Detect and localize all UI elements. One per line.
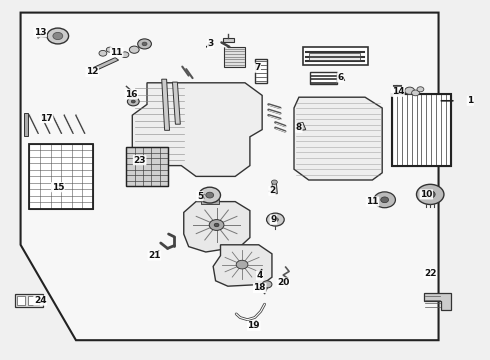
Circle shape bbox=[127, 97, 139, 106]
Polygon shape bbox=[424, 293, 451, 310]
Bar bbox=[126, 147, 168, 186]
Bar bbox=[24, 113, 28, 136]
Circle shape bbox=[129, 46, 139, 53]
Text: 11: 11 bbox=[110, 48, 123, 57]
Polygon shape bbox=[310, 72, 337, 84]
Circle shape bbox=[416, 184, 444, 204]
Text: 6: 6 bbox=[338, 73, 344, 82]
Text: 21: 21 bbox=[148, 251, 161, 260]
Text: 1: 1 bbox=[467, 96, 473, 105]
Circle shape bbox=[236, 260, 248, 269]
Circle shape bbox=[272, 217, 278, 222]
Bar bbox=[126, 147, 168, 186]
Circle shape bbox=[381, 197, 389, 203]
Polygon shape bbox=[21, 13, 439, 340]
Bar bbox=[29, 144, 93, 209]
Polygon shape bbox=[224, 47, 245, 67]
Bar bbox=[17, 296, 25, 305]
Bar bbox=[309, 53, 360, 56]
Circle shape bbox=[121, 52, 129, 58]
Text: 17: 17 bbox=[40, 113, 53, 122]
Polygon shape bbox=[294, 97, 382, 180]
Text: 23: 23 bbox=[133, 156, 146, 165]
Circle shape bbox=[214, 223, 219, 227]
Polygon shape bbox=[93, 58, 119, 70]
Circle shape bbox=[271, 180, 277, 184]
Circle shape bbox=[131, 100, 135, 103]
Bar bbox=[309, 57, 360, 60]
Circle shape bbox=[206, 192, 214, 198]
Text: 8: 8 bbox=[296, 123, 302, 132]
Text: 2: 2 bbox=[269, 186, 275, 195]
Text: 18: 18 bbox=[253, 284, 266, 292]
Text: 7: 7 bbox=[254, 63, 261, 72]
Circle shape bbox=[47, 28, 69, 44]
Polygon shape bbox=[172, 82, 180, 124]
Circle shape bbox=[106, 47, 113, 52]
Text: 10: 10 bbox=[420, 190, 433, 199]
Text: 19: 19 bbox=[247, 321, 260, 330]
Text: 3: 3 bbox=[207, 40, 214, 49]
Circle shape bbox=[199, 187, 221, 203]
Polygon shape bbox=[162, 79, 170, 130]
Text: 20: 20 bbox=[277, 278, 290, 287]
Text: 22: 22 bbox=[424, 269, 437, 278]
Polygon shape bbox=[303, 47, 368, 65]
Circle shape bbox=[374, 192, 395, 208]
Text: 14: 14 bbox=[392, 87, 404, 96]
Text: 11: 11 bbox=[366, 197, 379, 206]
Polygon shape bbox=[223, 38, 234, 42]
Circle shape bbox=[53, 32, 63, 40]
Text: 16: 16 bbox=[125, 90, 138, 99]
Text: 4: 4 bbox=[256, 269, 263, 280]
Text: 13: 13 bbox=[34, 28, 47, 37]
Text: 24: 24 bbox=[34, 296, 47, 305]
Text: 12: 12 bbox=[86, 68, 98, 77]
Circle shape bbox=[262, 281, 272, 288]
Circle shape bbox=[99, 50, 107, 56]
Text: 9: 9 bbox=[270, 215, 277, 224]
Bar bbox=[28, 296, 39, 305]
Circle shape bbox=[425, 191, 435, 198]
Bar bbox=[201, 199, 219, 204]
Text: 15: 15 bbox=[51, 183, 64, 192]
Circle shape bbox=[412, 90, 419, 96]
Polygon shape bbox=[271, 183, 277, 194]
Bar bbox=[15, 294, 43, 307]
Circle shape bbox=[267, 213, 284, 226]
Circle shape bbox=[405, 87, 415, 94]
Circle shape bbox=[417, 87, 424, 92]
Polygon shape bbox=[213, 245, 272, 286]
Polygon shape bbox=[184, 202, 250, 252]
Bar bbox=[392, 94, 451, 166]
Circle shape bbox=[138, 39, 151, 49]
Polygon shape bbox=[298, 122, 306, 130]
Text: 5: 5 bbox=[197, 192, 204, 201]
Bar bbox=[29, 144, 93, 209]
Polygon shape bbox=[255, 59, 267, 83]
Bar bbox=[392, 94, 451, 166]
Polygon shape bbox=[132, 83, 262, 176]
Circle shape bbox=[209, 220, 224, 230]
Circle shape bbox=[142, 42, 147, 46]
